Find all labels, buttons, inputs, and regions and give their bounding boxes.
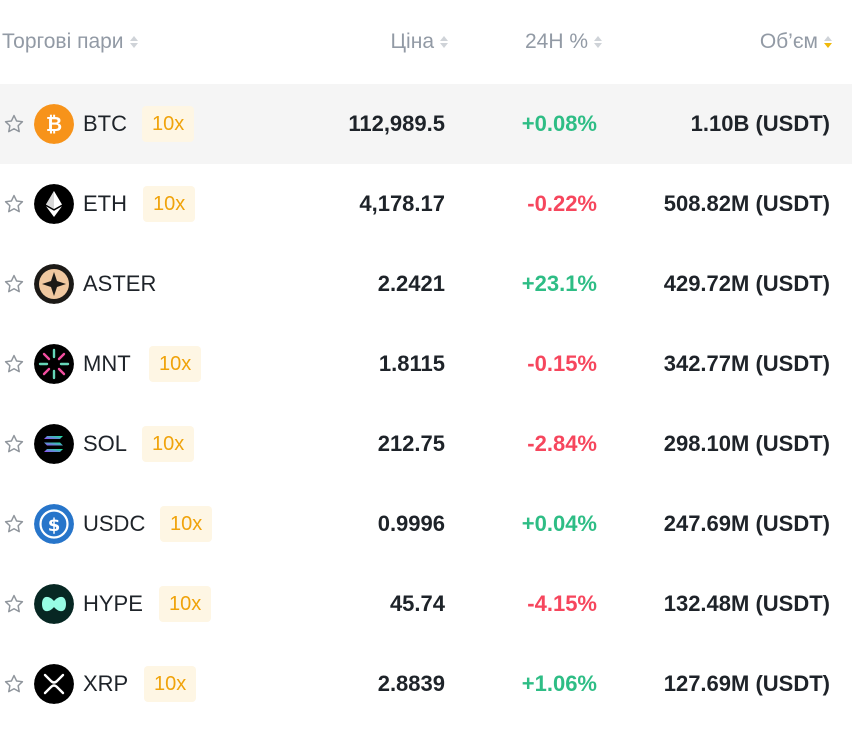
leverage-badge: 10x (159, 586, 212, 622)
change-value: +0.04% (521, 511, 597, 536)
price-value: 45.74 (389, 591, 445, 616)
solana-icon (34, 424, 74, 464)
price-value: 2.8839 (377, 671, 445, 696)
pair-symbol: BTC (83, 111, 127, 136)
change-column-label: 24H % (524, 30, 588, 53)
pair-symbol: ETH (83, 191, 127, 216)
price-value: 4,178.17 (359, 191, 445, 216)
pair-symbol: HYPE (83, 591, 143, 616)
change-value: -4.15% (527, 591, 597, 616)
market-table: Торгові пари Ціна 24H % Об’єм ₿ BTC 10x … (0, 0, 852, 724)
change-value: +1.06% (521, 671, 597, 696)
table-row[interactable]: MNT 10x 1.8115 -0.15% 342.77M (USDT) (0, 324, 852, 404)
table-row[interactable]: HYPE 10x 45.74 -4.15% 132.48M (USDT) (0, 564, 852, 644)
star-icon[interactable] (3, 513, 25, 535)
volume-value: 342.77M (USDT) (663, 351, 830, 376)
volume-value: 508.82M (USDT) (663, 191, 830, 216)
price-column-label: Ціна (390, 30, 434, 53)
pair-symbol: MNT (83, 351, 131, 376)
volume-value: 127.69M (USDT) (663, 671, 830, 696)
change-value: -0.15% (527, 351, 597, 376)
pair-symbol: USDC (83, 511, 146, 536)
pair-symbol: SOL (83, 431, 128, 456)
volume-value: 247.69M (USDT) (663, 511, 830, 536)
price-value: 1.8115 (378, 351, 445, 376)
sort-by-price[interactable]: Ціна (391, 0, 448, 84)
star-icon[interactable] (3, 273, 25, 295)
volume-value: 429.72M (USDT) (663, 271, 830, 296)
sort-by-volume[interactable]: Об’єм (760, 0, 832, 84)
table-row[interactable]: ASTER 2.2421 +23.1% 429.72M (USDT) (0, 244, 852, 324)
star-icon[interactable] (3, 433, 25, 455)
leverage-badge: 10x (143, 186, 196, 222)
leverage-badge: 10x (142, 426, 195, 462)
leverage-badge: 10x (160, 506, 213, 542)
hyperliquid-icon (34, 584, 74, 624)
aster-icon (34, 264, 74, 304)
change-value: -2.84% (527, 431, 597, 456)
volume-value: 1.10B (USDT) (690, 111, 830, 136)
leverage-badge: 10x (142, 106, 195, 142)
star-icon[interactable] (3, 593, 25, 615)
table-header: Торгові пари Ціна 24H % Об’єм (0, 0, 852, 84)
svg-text:₿: ₿ (46, 112, 62, 136)
table-row[interactable]: $ USDC 10x 0.9996 +0.04% 247.69M (USDT) (0, 484, 852, 564)
change-value: +0.08% (521, 111, 597, 136)
sort-icon (594, 36, 602, 48)
table-row[interactable]: SOL 10x 212.75 -2.84% 298.10M (USDT) (0, 404, 852, 484)
price-value: 112,989.5 (348, 111, 445, 136)
pair-symbol: XRP (83, 671, 129, 696)
star-icon[interactable] (3, 113, 25, 135)
sort-by-change[interactable]: 24H % (525, 0, 602, 84)
leverage-badge: 10x (149, 346, 202, 382)
sort-by-pair[interactable]: Торгові пари (2, 0, 138, 84)
ethereum-icon (34, 184, 74, 224)
table-row[interactable]: ₿ BTC 10x 112,989.5 +0.08% 1.10B (USDT) (0, 84, 852, 164)
volume-value: 298.10M (USDT) (663, 431, 830, 456)
mantle-icon (34, 344, 74, 384)
star-icon[interactable] (3, 353, 25, 375)
usdc-icon: $ (34, 504, 74, 544)
pair-symbol: ASTER (83, 271, 157, 296)
volume-column-label: Об’єм (759, 30, 818, 53)
change-value: -0.22% (527, 191, 597, 216)
table-row[interactable]: ETH 10x 4,178.17 -0.22% 508.82M (USDT) (0, 164, 852, 244)
xrp-icon (34, 664, 74, 704)
sort-icon (440, 36, 448, 48)
volume-value: 132.48M (USDT) (663, 591, 830, 616)
bitcoin-icon: ₿ (34, 104, 74, 144)
svg-text:$: $ (48, 515, 61, 536)
table-row[interactable]: XRP 10x 2.8839 +1.06% 127.69M (USDT) (0, 644, 852, 724)
price-value: 0.9996 (377, 511, 445, 536)
leverage-badge: 10x (144, 666, 197, 702)
price-value: 212.75 (377, 431, 445, 456)
sort-desc-icon (824, 36, 832, 48)
sort-icon (129, 36, 138, 48)
star-icon[interactable] (3, 193, 25, 215)
star-icon[interactable] (3, 673, 25, 695)
pair-column-label: Торгові пари (2, 30, 124, 53)
change-value: +23.1% (521, 271, 597, 296)
price-value: 2.2421 (377, 271, 445, 296)
